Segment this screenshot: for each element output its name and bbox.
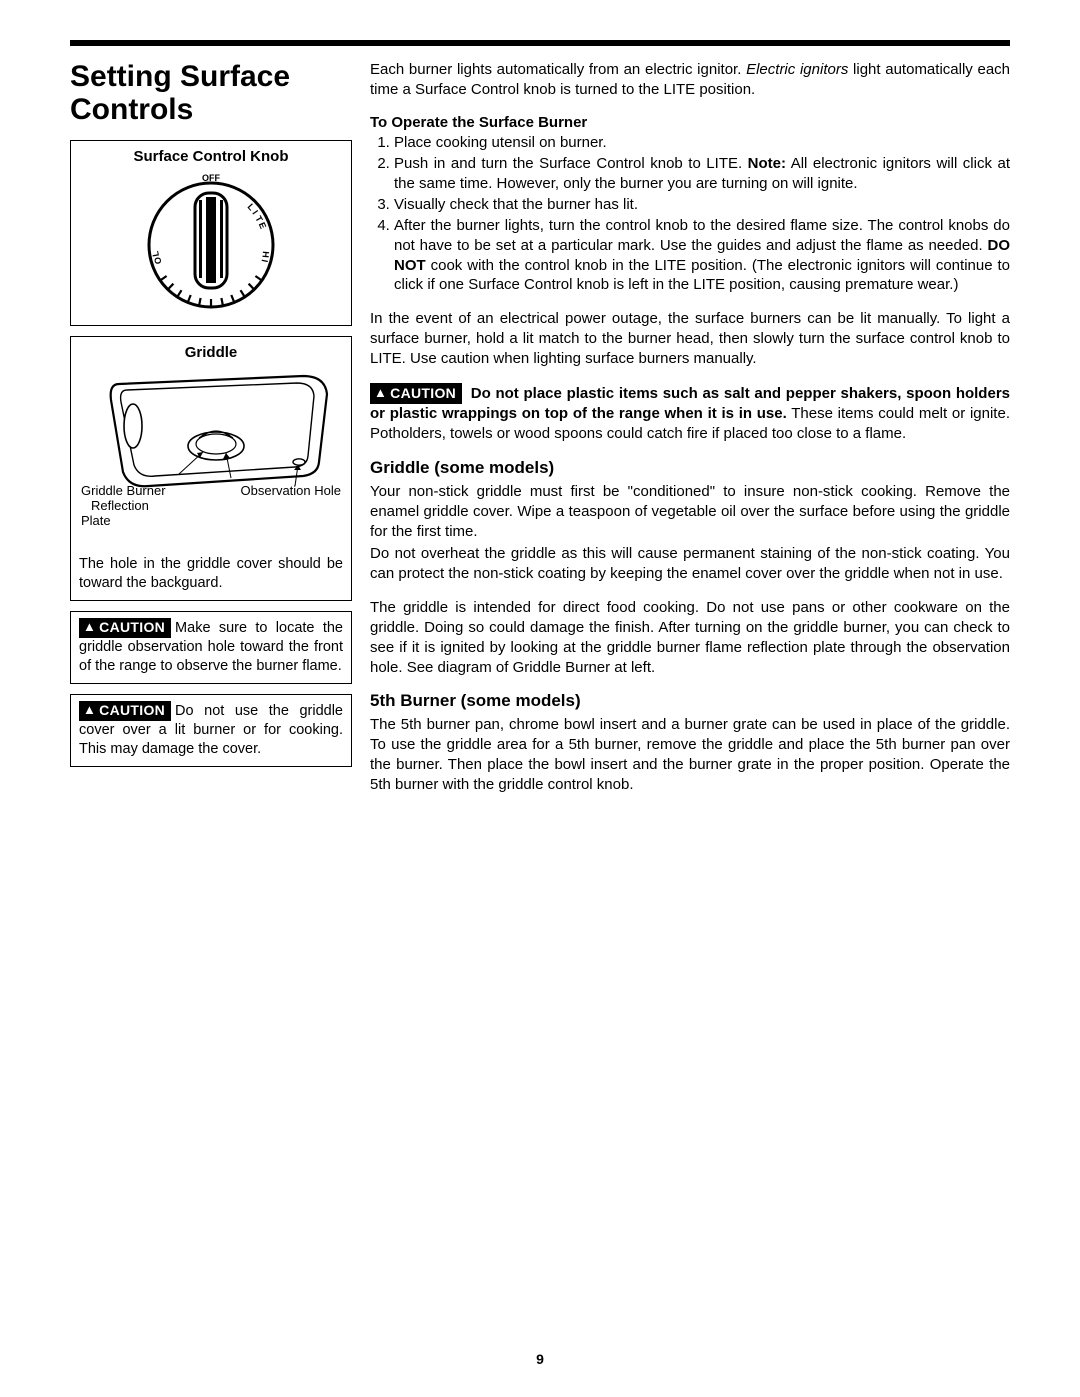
plastic-caution-paragraph: ▲CAUTION Do not place plastic items such… <box>370 383 1010 444</box>
griddle-diagram <box>81 366 341 496</box>
griddle-p2: Do not overheat the griddle as this will… <box>370 544 1010 584</box>
page-top-rule <box>70 40 1010 46</box>
griddle-heading: Griddle (some models) <box>370 458 1010 478</box>
svg-text:O: O <box>153 257 163 264</box>
operate-heading: To Operate the Surface Burner <box>370 114 1010 131</box>
page-title: Setting Surface Controls <box>70 60 352 126</box>
fifth-burner-p: The 5th burner pan, chrome bowl insert a… <box>370 715 1010 795</box>
griddle-burner-label: Griddle Burner <box>81 483 166 498</box>
caution-icon: ▲CAUTION <box>79 701 171 721</box>
reflection-plate-label: Reflection Plate <box>81 498 149 528</box>
control-knob-diagram: OFF L I T E H I <box>136 170 286 315</box>
griddle-p1: Your non-stick griddle must first be "co… <box>370 482 1010 542</box>
sidebar-caution-cover: ▲CAUTIONDo not use the griddle cover ove… <box>70 694 352 767</box>
griddle-p3: The griddle is intended for direct food … <box>370 598 1010 678</box>
step-2: Push in and turn the Surface Control kno… <box>394 154 1010 194</box>
page-number: 9 <box>0 1351 1080 1367</box>
fifth-burner-heading: 5th Burner (some models) <box>370 691 1010 711</box>
observation-hole-label: Observation Hole <box>233 484 343 529</box>
griddle-panel: Griddle <box>70 336 352 601</box>
griddle-panel-title: Griddle <box>79 343 343 362</box>
caution-icon: ▲CAUTION <box>370 383 462 404</box>
knob-panel-title: Surface Control Knob <box>79 147 343 166</box>
intro-paragraph: Each burner lights automatically from an… <box>370 60 1010 100</box>
sidebar-caution-observation: ▲CAUTIONMake sure to locate the griddle … <box>70 611 352 684</box>
step-3: Visually check that the burner has lit. <box>394 195 1010 215</box>
caution-icon: ▲CAUTION <box>79 618 171 638</box>
svg-text:H: H <box>260 251 271 258</box>
step-1: Place cooking utensil on burner. <box>394 133 1010 153</box>
power-outage-paragraph: In the event of an electrical power outa… <box>370 309 1010 369</box>
griddle-note: The hole in the griddle cover should be … <box>79 555 343 592</box>
knob-off-label: OFF <box>202 173 220 183</box>
step-4: After the burner lights, turn the contro… <box>394 216 1010 296</box>
operate-steps: Place cooking utensil on burner. Push in… <box>370 133 1010 296</box>
knob-panel: Surface Control Knob <box>70 140 352 326</box>
